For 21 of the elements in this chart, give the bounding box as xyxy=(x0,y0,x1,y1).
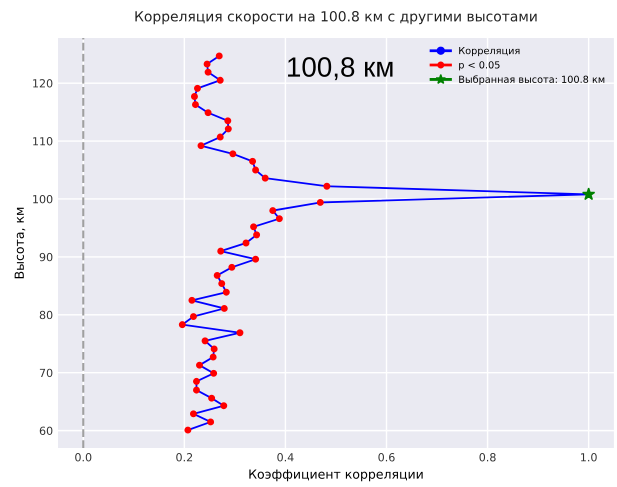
y-axis-title: Высота, км xyxy=(14,208,26,278)
x-axis-title: Коэффициент корреляции xyxy=(249,470,423,482)
y-tick-label: 60 xyxy=(40,426,52,436)
legend-label: p < 0.05 xyxy=(459,61,500,70)
x-tick-label: 0.2 xyxy=(176,453,192,462)
y-tick-label: 100 xyxy=(33,194,52,204)
legend-label: Корреляция xyxy=(459,47,520,56)
y-tick-label: 120 xyxy=(33,79,52,88)
y-tick-label: 90 xyxy=(40,252,52,262)
point xyxy=(582,187,596,200)
y-tick-label: 80 xyxy=(40,310,52,320)
x-tick-label: 1.0 xyxy=(581,453,597,462)
y-tick-label: 110 xyxy=(33,137,52,146)
x-tick-label: 0.0 xyxy=(75,453,92,462)
x-tick-label: 0.8 xyxy=(479,453,496,462)
x-tick-label: 0.4 xyxy=(277,453,294,462)
y-tick-label: 70 xyxy=(40,368,52,378)
chart-title: Корреляция скорости на 100.8 км с другими высотами xyxy=(135,11,537,24)
legend-label: Выбранная высота: 100.8 км xyxy=(459,75,604,85)
x-tick-label: 0.6 xyxy=(378,453,395,462)
annotation: 100,8 км xyxy=(288,57,392,80)
